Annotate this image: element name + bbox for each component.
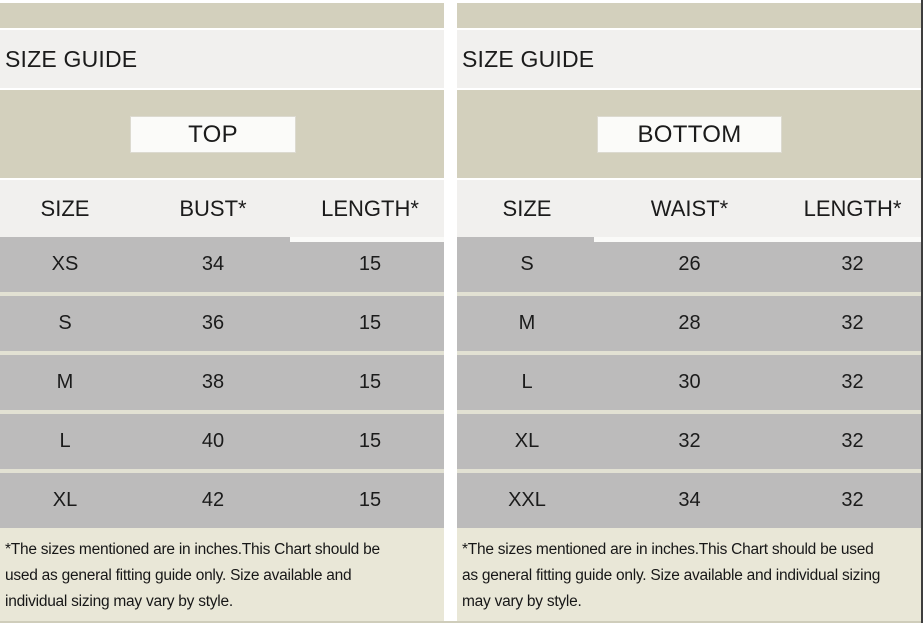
cell-bust: 40 — [201, 430, 225, 452]
right-edge-line — [921, 0, 923, 623]
cell-length: 15 — [358, 489, 382, 511]
category-label-box: TOP — [130, 116, 296, 153]
column-header-size: SIZE — [502, 195, 552, 221]
cell-length: 32 — [841, 312, 864, 334]
cell-waist: 28 — [678, 312, 701, 334]
table-row: XL 42 15 — [0, 473, 444, 528]
size-guide-panel-bottom: SIZE GUIDE BOTTOM SIZE WAIST* LENGTH* S … — [457, 0, 923, 623]
column-header-size: SIZE — [40, 195, 90, 221]
header-underhang — [290, 237, 444, 242]
cell-size: XXL — [508, 489, 546, 511]
cell-length: 32 — [841, 430, 864, 452]
top-khaki-strip — [457, 3, 923, 28]
cell-size: M — [518, 312, 536, 334]
category-label: TOP — [188, 120, 238, 148]
cell-waist: 34 — [678, 489, 701, 511]
cell-size: XL — [52, 489, 78, 511]
table-row: S 36 15 — [0, 296, 444, 351]
size-guide-panel-top: SIZE GUIDE TOP SIZE BUST* LENGTH* XS 34 … — [0, 0, 444, 623]
category-band-top: TOP — [0, 90, 444, 178]
column-header-bust: BUST* — [179, 195, 247, 221]
cell-size: M — [56, 371, 74, 393]
cell-size: L — [521, 371, 533, 393]
footnote-line: *The sizes mentioned are in inches.This … — [462, 541, 874, 558]
cell-bust: 36 — [201, 312, 225, 334]
table-row: S 26 32 — [457, 237, 923, 292]
cell-waist: 26 — [678, 253, 701, 275]
cell-length: 15 — [358, 253, 382, 275]
size-guide-title-band: SIZE GUIDE — [0, 30, 444, 88]
cell-size: S — [58, 312, 72, 334]
table-header-row: SIZE BUST* LENGTH* — [0, 180, 444, 237]
cell-length: 15 — [358, 312, 382, 334]
column-header-length: LENGTH* — [321, 195, 419, 221]
size-guide-title-band: SIZE GUIDE — [457, 30, 923, 88]
size-guide-title: SIZE GUIDE — [5, 45, 138, 72]
cell-bust: 42 — [201, 489, 225, 511]
cell-length: 15 — [358, 371, 382, 393]
table-row: M 28 32 — [457, 296, 923, 351]
header-underhang — [594, 237, 923, 242]
bottom-edge-line — [0, 621, 923, 623]
size-guide-title: SIZE GUIDE — [462, 45, 595, 72]
table-body: S 26 32 M 28 32 L 30 32 XL 32 32 XXL 34 — [457, 237, 923, 528]
cell-bust: 38 — [201, 371, 225, 393]
column-header-waist: WAIST* — [650, 195, 729, 221]
cell-length: 32 — [841, 489, 864, 511]
footnote-line: used as general fitting guide only. Size… — [5, 567, 352, 584]
table-row: L 40 15 — [0, 414, 444, 469]
cell-size: XL — [514, 430, 540, 452]
cell-length: 32 — [841, 253, 864, 275]
cell-waist: 32 — [678, 430, 701, 452]
category-label-box: BOTTOM — [597, 116, 782, 153]
table-body: XS 34 15 S 36 15 M 38 15 L 40 15 XL 42 — [0, 237, 444, 528]
cell-waist: 30 — [678, 371, 701, 393]
cell-size: L — [59, 430, 71, 452]
footnote: *The sizes mentioned are in inches.This … — [457, 528, 923, 623]
cell-length: 15 — [358, 430, 382, 452]
footnote: *The sizes mentioned are in inches.This … — [0, 528, 444, 623]
cell-size: XS — [51, 253, 79, 275]
footnote-line: individual sizing may vary by style. — [5, 593, 233, 610]
table-row: XS 34 15 — [0, 237, 444, 292]
column-header-length: LENGTH* — [803, 195, 902, 221]
footnote-line: as general fitting guide only. Size avai… — [462, 567, 881, 584]
category-label: BOTTOM — [637, 120, 742, 148]
category-band-bottom: BOTTOM — [457, 90, 923, 178]
table-row: XL 32 32 — [457, 414, 923, 469]
cell-length: 32 — [841, 371, 864, 393]
cell-size: S — [520, 253, 534, 275]
table-row: XXL 34 32 — [457, 473, 923, 528]
top-khaki-strip — [0, 3, 444, 28]
table-row: L 30 32 — [457, 355, 923, 410]
table-header-row: SIZE WAIST* LENGTH* — [457, 180, 923, 237]
footnote-line: may vary by style. — [462, 593, 582, 610]
table-row: M 38 15 — [0, 355, 444, 410]
footnote-line: *The sizes mentioned are in inches.This … — [5, 541, 380, 558]
cell-bust: 34 — [201, 253, 225, 275]
